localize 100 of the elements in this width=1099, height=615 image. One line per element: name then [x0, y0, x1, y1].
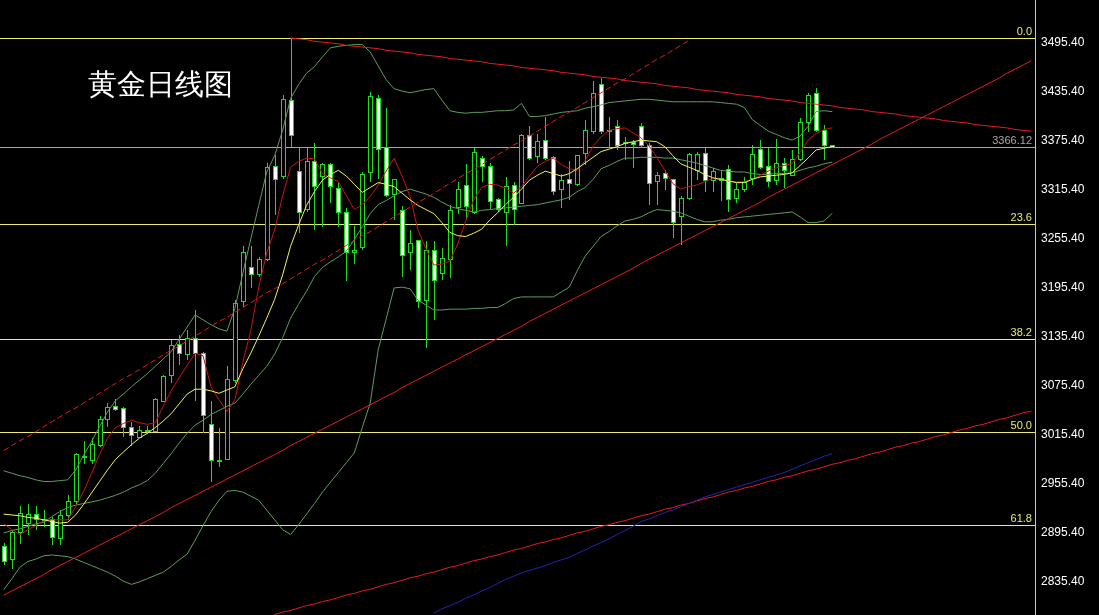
candlestick — [647, 142, 652, 206]
candlestick — [225, 365, 230, 461]
candlestick — [440, 247, 445, 281]
candlestick — [257, 256, 262, 278]
candlestick — [344, 207, 349, 282]
annotation: 50.0 — [1010, 418, 1032, 431]
candlestick — [814, 87, 819, 133]
y-tick-label: 3375.40 — [1041, 132, 1085, 147]
candlestick — [703, 147, 708, 193]
candlestick — [289, 37, 294, 148]
line-series — [3, 209, 833, 590]
candlestick — [273, 154, 278, 216]
candlestick — [82, 440, 87, 465]
candlestick — [193, 309, 198, 402]
candlestick — [726, 164, 731, 213]
candlestick — [631, 139, 636, 169]
candlestick — [312, 142, 317, 231]
candlestick — [2, 542, 7, 566]
candlestick — [26, 503, 31, 536]
candlestick — [161, 374, 166, 403]
y-tick-label: 3195.40 — [1041, 279, 1085, 294]
line-series — [433, 453, 833, 614]
y-tick-label: 2955.40 — [1041, 475, 1085, 490]
candlestick — [591, 80, 596, 135]
candlestick — [209, 400, 214, 483]
line-series — [3, 44, 833, 482]
candlestick — [472, 147, 477, 215]
candlestick — [822, 124, 827, 161]
candlestick — [734, 182, 739, 204]
candlestick — [416, 239, 421, 309]
candlestick — [217, 427, 222, 468]
candlestick — [281, 94, 286, 180]
candlestick — [527, 125, 532, 161]
annotation: 38.2 — [1010, 325, 1032, 338]
candlestick — [424, 240, 429, 349]
candlestick — [559, 173, 564, 209]
y-tick-label: 3495.40 — [1041, 34, 1085, 49]
y-tick-label: 3255.40 — [1041, 230, 1085, 245]
candlestick — [113, 398, 118, 412]
candlestick — [488, 162, 493, 211]
candlestick — [336, 182, 341, 228]
candlestick — [599, 77, 604, 135]
candlestick — [297, 146, 302, 234]
candlestick — [408, 229, 413, 271]
candlestick — [782, 157, 787, 189]
y-tick-label: 3015.40 — [1041, 426, 1085, 441]
candlestick — [551, 155, 556, 196]
candlestick — [798, 117, 803, 162]
candlestick — [432, 240, 437, 321]
candlestick — [376, 94, 381, 180]
text: 黄金日线图 — [88, 68, 233, 100]
ref-line-label: 3366.12 — [992, 133, 1032, 146]
annotation: 0.0 — [1016, 24, 1032, 37]
candlestick — [185, 329, 190, 361]
line-series — [274, 410, 1032, 615]
candlestick — [583, 119, 588, 166]
candlestick — [567, 160, 572, 201]
candlestick — [615, 119, 620, 151]
candlestick — [233, 299, 238, 384]
candlestick — [384, 107, 389, 198]
candlestick — [400, 205, 405, 278]
candlestick — [758, 139, 763, 170]
candlestick — [806, 92, 811, 133]
candlestick — [535, 133, 540, 164]
candlestick — [328, 162, 333, 204]
candlestick — [305, 146, 310, 213]
candlestick — [750, 144, 755, 186]
candlestick — [687, 152, 692, 201]
y-tick-label: 3435.40 — [1041, 83, 1085, 98]
candlestick — [137, 425, 142, 439]
annotation: 23.6 — [1010, 210, 1032, 223]
candlestick — [320, 162, 325, 228]
candlestick — [121, 406, 126, 438]
candlestick — [169, 339, 174, 384]
candlestick — [98, 415, 103, 448]
candlestick — [464, 163, 469, 220]
candlestick — [265, 162, 270, 262]
candlestick — [695, 151, 700, 181]
candlestick — [34, 505, 39, 531]
candlestick — [392, 178, 397, 221]
annotation: 61.8 — [1010, 511, 1032, 524]
candlestick — [456, 181, 461, 215]
y-tick-label: 2835.40 — [1041, 573, 1085, 588]
candlestick — [368, 91, 373, 183]
candlestick — [671, 178, 676, 239]
candlestick — [519, 133, 524, 205]
candlestick — [448, 204, 453, 279]
candlestick — [655, 171, 660, 206]
candlestick — [742, 176, 747, 193]
candlestick — [74, 452, 79, 505]
candlestick — [129, 421, 134, 447]
y-tick-label: 2895.40 — [1041, 524, 1085, 539]
candlestick — [145, 425, 150, 435]
candlestick — [177, 334, 182, 366]
candlestick — [201, 351, 206, 434]
candlestick — [352, 225, 357, 265]
candlestick — [10, 529, 15, 570]
candlestick — [249, 245, 254, 289]
y-tick-label: 3135.40 — [1041, 328, 1085, 343]
candlestick — [679, 195, 684, 246]
